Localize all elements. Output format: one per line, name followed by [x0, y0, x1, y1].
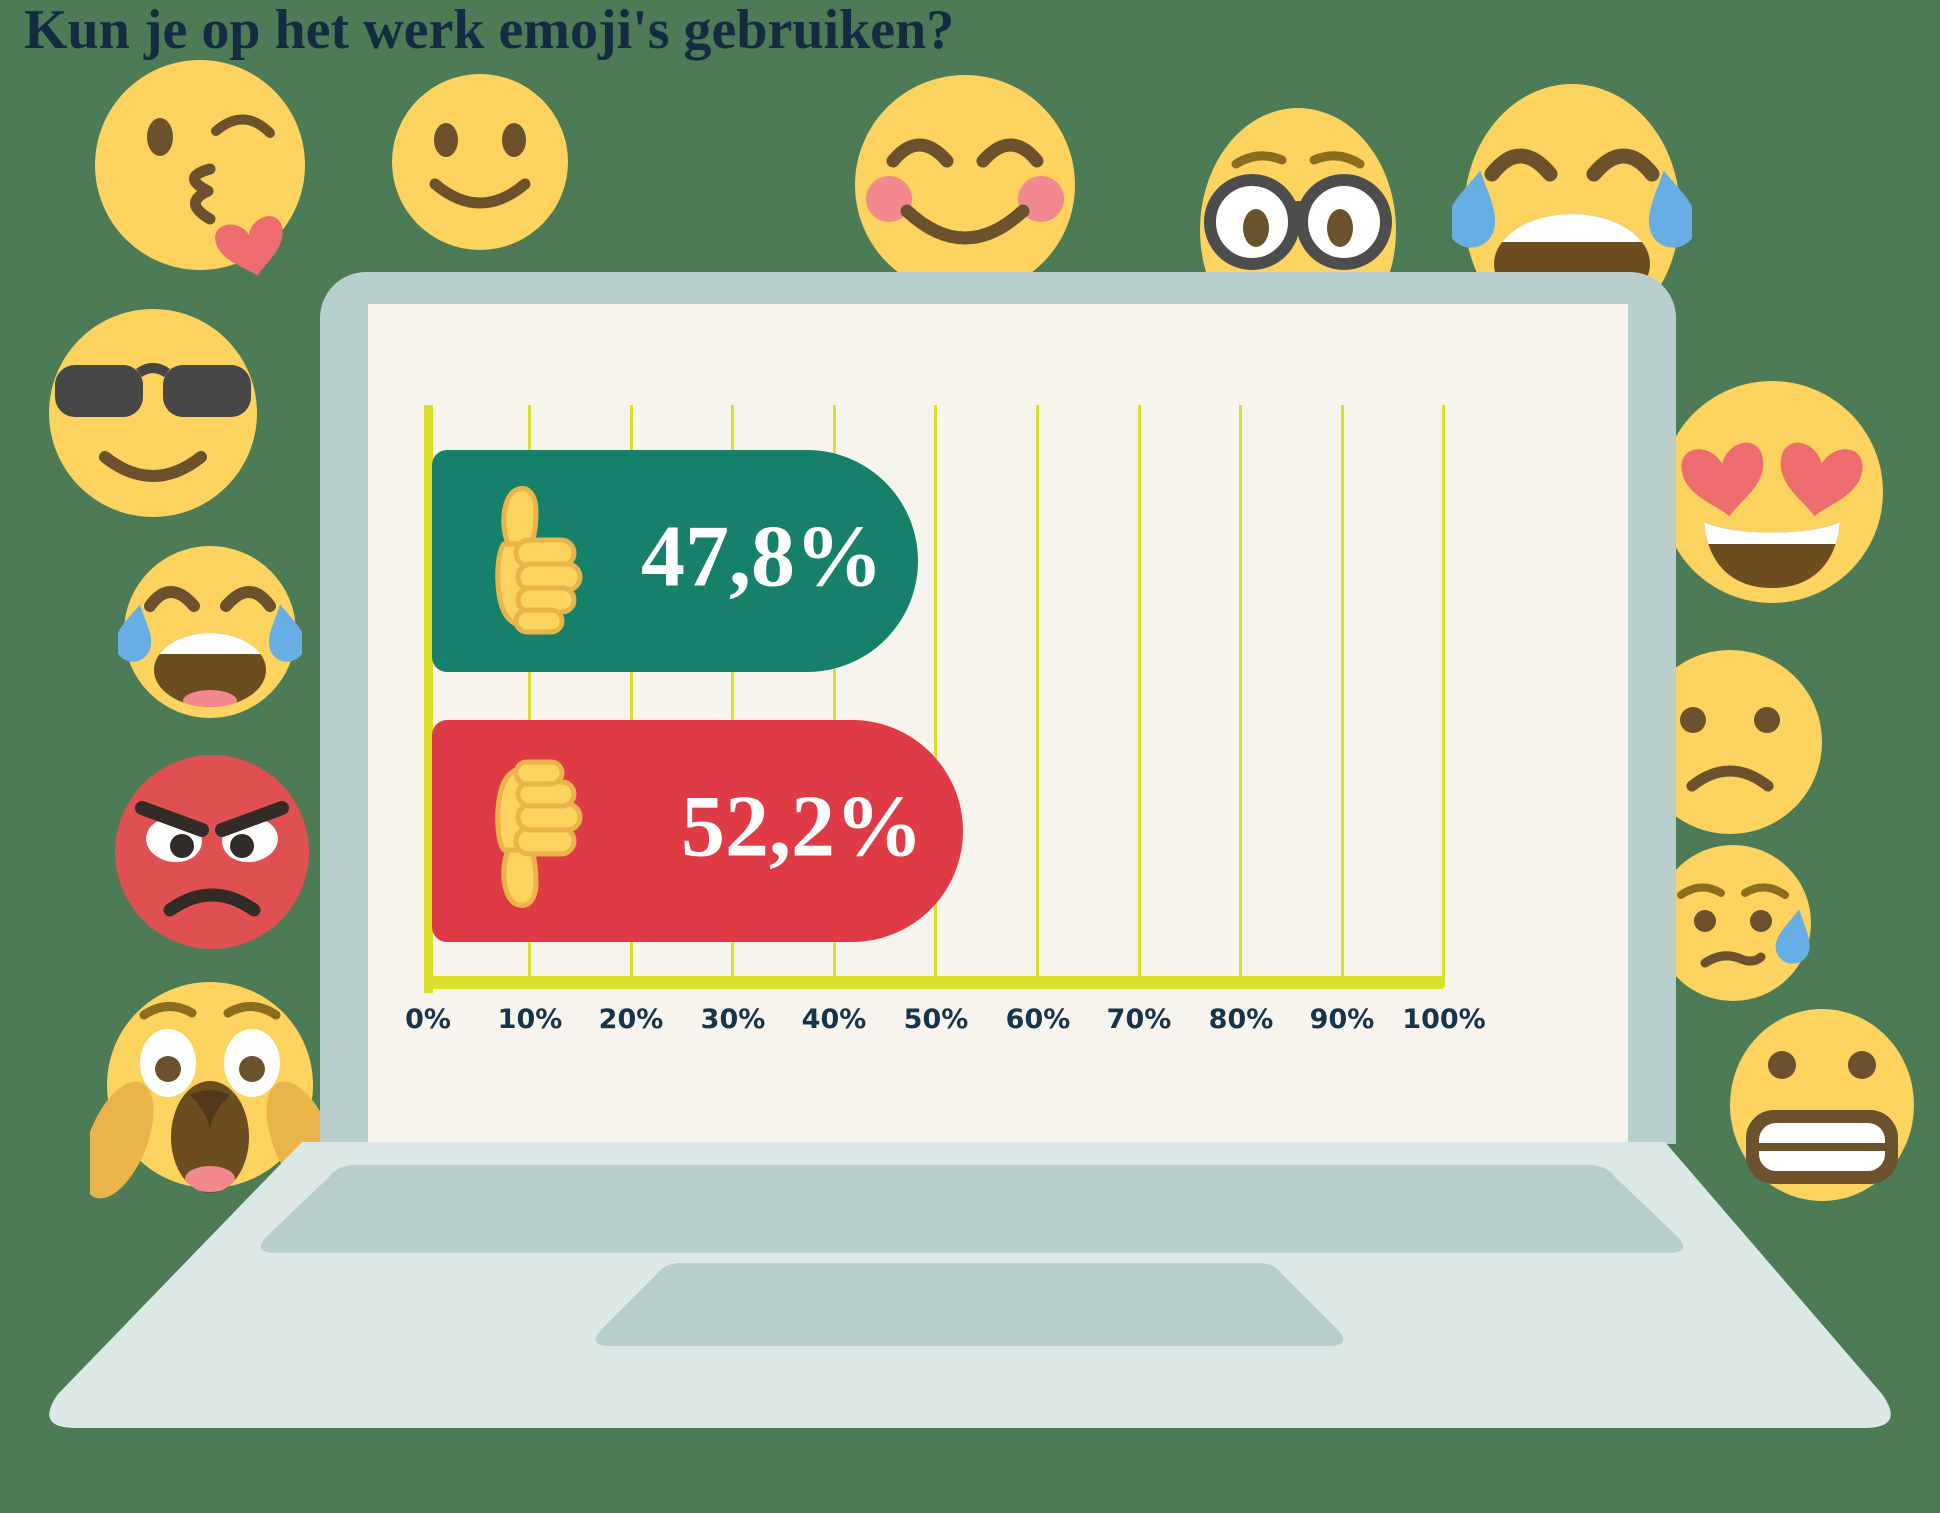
- bar-thumbs-down: 52,2%: [432, 720, 963, 942]
- heart-eyes-emoji: [1661, 381, 1883, 603]
- x-axis-line: [424, 976, 1443, 989]
- tick-80: 80%: [1208, 1004, 1274, 1035]
- slightly-smiling-face-emoji: [392, 74, 568, 250]
- tears-of-joy-left-emoji: [118, 546, 302, 718]
- bar-value-thumbs-down: 52,2%: [681, 778, 923, 876]
- grimacing-face-emoji: [1730, 1009, 1914, 1201]
- sunglasses-face-emoji: [49, 309, 257, 517]
- thumbs-up-icon: [478, 482, 598, 647]
- sad-sweat-face-emoji: [1655, 845, 1811, 1001]
- gridline-30: [731, 405, 734, 987]
- gridline-10: [528, 405, 531, 987]
- bar-value-thumbs-up: 47,8%: [641, 508, 883, 606]
- tick-40: 40%: [801, 1004, 867, 1035]
- gridline-50: [934, 405, 937, 987]
- page-title: Kun je op het werk emoji's gebruiken?: [24, 0, 955, 61]
- tick-70: 70%: [1106, 1004, 1172, 1035]
- laptop-screen: 47,8% 52,2% 0% 10%: [368, 304, 1628, 1144]
- tick-90: 90%: [1309, 1004, 1375, 1035]
- tick-0: 0%: [405, 1004, 451, 1035]
- gridline-40: [833, 405, 836, 987]
- gridline-70: [1138, 405, 1141, 987]
- angry-face-emoji: [115, 755, 309, 949]
- tick-10: 10%: [497, 1004, 563, 1035]
- frowning-face-emoji: [1638, 650, 1822, 834]
- gridline-60: [1036, 405, 1039, 987]
- y-axis-line: [424, 405, 433, 993]
- laptop-base: [49, 1142, 1891, 1428]
- tick-60: 60%: [1005, 1004, 1071, 1035]
- kissing-face-emoji: [95, 60, 305, 276]
- gridline-90: [1341, 405, 1344, 987]
- tick-100: 100%: [1402, 1004, 1486, 1035]
- gridline-80: [1239, 405, 1242, 987]
- gridline-20: [630, 405, 633, 987]
- bar-thumbs-up: 47,8%: [432, 450, 918, 672]
- tick-30: 30%: [700, 1004, 766, 1035]
- blushing-smile-emoji: [855, 75, 1075, 295]
- tick-50: 50%: [903, 1004, 969, 1035]
- thumbs-down-icon: [478, 752, 598, 917]
- gridline-100: [1442, 405, 1445, 987]
- tick-20: 20%: [598, 1004, 664, 1035]
